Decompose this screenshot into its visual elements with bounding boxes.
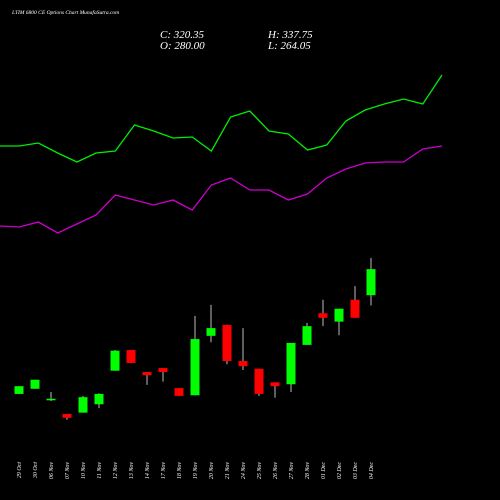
candle-body (350, 299, 360, 318)
date-label: 04 Dec (368, 462, 375, 479)
candle-body (254, 368, 264, 394)
candle-body (158, 368, 168, 372)
close-label: C: 320.35 (160, 29, 205, 41)
date-label: 30 Oct (33, 462, 39, 479)
date-label: 07 Nov (65, 462, 71, 480)
candle-body (206, 328, 216, 336)
date-label: 24 Nov (240, 462, 247, 480)
candle-body (110, 350, 120, 371)
chart-title: LTIM 6800 CE Options Chart MunafaSutra.c… (11, 9, 119, 16)
candle-body (142, 371, 152, 376)
candle-body (30, 379, 40, 389)
candle-body (302, 326, 312, 345)
date-label: 11 Nov (97, 462, 103, 479)
date-label: 29 Oct (17, 462, 23, 478)
candle-body (270, 382, 280, 387)
date-label: 01 Dec (321, 462, 327, 479)
date-label: 17 Nov (161, 462, 167, 480)
candle-body (62, 413, 72, 418)
date-label: 06 Nov (49, 462, 55, 480)
indicator-line (0, 145, 443, 234)
date-label: 20 Nov (209, 462, 215, 480)
date-label: 18 Nov (177, 462, 183, 480)
open-label: O: 280.00 (160, 40, 205, 52)
date-label: 19 Nov (193, 462, 199, 480)
date-label: 25 Nov (257, 462, 263, 480)
date-label: 14 Nov (144, 462, 151, 480)
indicator-line (0, 74, 443, 163)
candle-body (334, 308, 344, 322)
date-label: 21 Nov (225, 462, 231, 480)
date-label: 27 Nov (289, 462, 295, 480)
candle-body (126, 350, 136, 363)
high-label: H: 337.75 (267, 29, 313, 41)
date-label: 26 Nov (273, 462, 279, 480)
date-label: 13 Nov (129, 462, 135, 480)
low-label: L: 264.05 (267, 40, 311, 52)
candle-body (286, 342, 296, 385)
candle-body (14, 386, 24, 394)
date-label: 03 Dec (353, 462, 359, 479)
candle-body (174, 388, 184, 396)
date-label: 10 Nov (81, 462, 87, 480)
candle-body (190, 339, 200, 396)
candle-body (94, 393, 104, 405)
date-label: 28 Nov (305, 462, 311, 480)
date-label: 12 Nov (113, 462, 119, 480)
candle-body (222, 324, 232, 362)
candle-body (238, 361, 248, 367)
candle-body (366, 269, 376, 296)
date-label: 02 Dec (337, 462, 343, 479)
candle-body (46, 398, 56, 401)
candle-body (318, 313, 328, 318)
candle-body (78, 397, 88, 413)
